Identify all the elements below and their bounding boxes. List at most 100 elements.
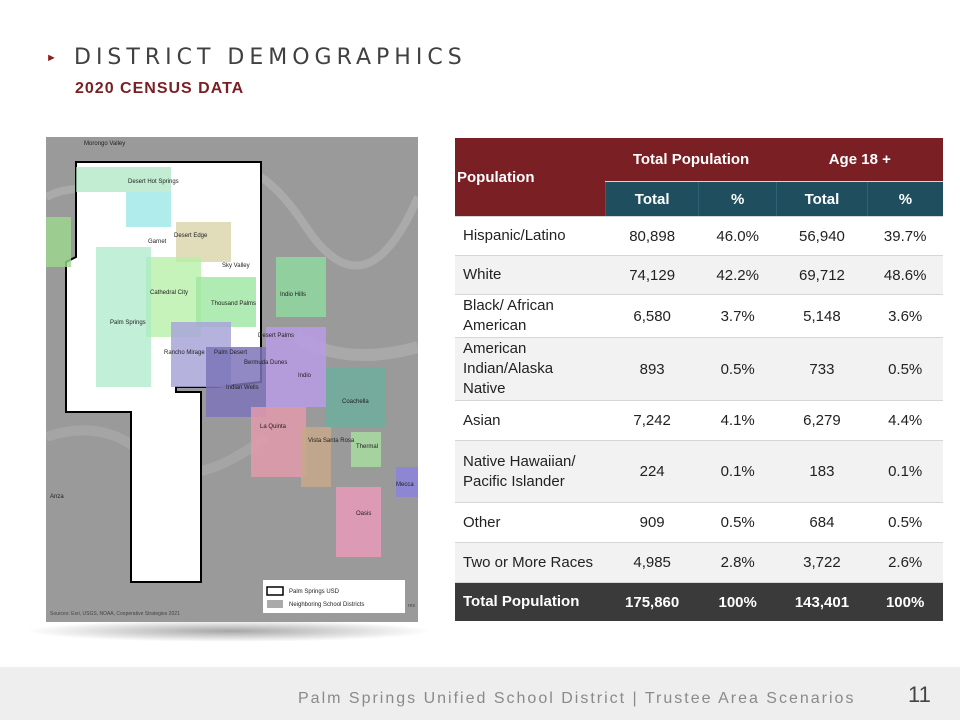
map-label-palm-desert: Palm Desert [214,350,247,356]
cell: 46.0% [698,216,777,256]
map-label-rancho-mirage: Rancho Mirage [164,350,205,356]
row-label: Black/ African American [455,294,606,338]
footer-bar [0,667,960,720]
district-map: Morongo Valley Desert Hot Springs Desert… [44,137,422,622]
cell: 733 [776,337,868,401]
table-row: Asian 7,242 4.1% 6,279 4.4% [455,400,943,441]
cell: 7,242 [605,400,699,441]
cell: 2.6% [867,542,943,583]
table-total-row: Total Population 175,860 100% 143,401 10… [455,582,943,621]
morongo-region [76,167,171,192]
cell: 39.7% [867,216,943,256]
map-label-palm-springs: Palm Springs [110,320,146,326]
table-row: Native Hawaiian/ Pacific Islander 224 0.… [455,440,943,503]
legend-swatch-psusd [266,586,284,596]
cell: 6,580 [605,294,699,338]
total-label: Total Population [455,582,606,621]
desert-hot-springs-region [126,192,171,227]
total-cell: 175,860 [605,582,699,621]
cell: 6,279 [776,400,868,441]
cell: 4.1% [698,400,777,441]
row-label: American Indian/Alaska Native [455,337,606,401]
map-svg: Morongo Valley Desert Hot Springs Desert… [44,137,422,622]
map-label-morongo: Morongo Valley [84,141,125,147]
cell: 0.1% [698,440,777,503]
map-label-la-quinta: La Quinta [260,424,287,430]
cell: 69,712 [776,255,868,295]
cell: 5,148 [776,294,868,338]
map-label-vista-santa-rosa: Vista Santa Rosa [308,438,355,444]
vista-santa-rosa-region [301,427,331,487]
map-attribution: Sources: Esri, USGS, NOAA, Cooperative S… [50,611,180,617]
map-label-thousand-palms: Thousand Palms [211,301,256,307]
map-label-coachella: Coachella [342,399,369,405]
cell: 3,722 [776,542,868,583]
oasis-region [336,487,381,557]
mecca-region [396,467,418,497]
west-region [46,217,71,267]
cell: 2.8% [698,542,777,583]
map-label-anza: Anza [50,494,64,500]
cell: 0.5% [867,502,943,543]
cell: 4.4% [867,400,943,441]
table-row: Black/ African American 6,580 3.7% 5,148… [455,294,943,338]
map-label-bermuda-dunes: Bermuda Dunes [244,360,287,366]
map-legend [263,580,405,613]
page-number: 11 [908,682,931,707]
cell: 56,940 [776,216,868,256]
subheader-percent: % [698,181,777,217]
table-row: Other 909 0.5% 684 0.5% [455,502,943,543]
table-row: Two or More Races 4,985 2.8% 3,722 2.6% [455,542,943,583]
map-label-oasis: Oasis [356,511,371,517]
page-title: DISTRICT DEMOGRAPHICS [74,45,467,70]
map-label-desert-edge: Desert Edge [174,233,208,239]
cell: 183 [776,440,868,503]
map-label-desert-palms: Desert Palms [258,333,294,339]
legend-label-psusd: Palm Springs USD [289,589,340,595]
header-age18: Age 18 + [776,138,943,182]
map-label-mecca: Mecca [396,482,414,488]
map-label-cathedral-city: Cathedral City [150,290,188,296]
subheader-percent: % [866,181,943,217]
subheader-total: Total [604,181,699,217]
legend-label-neighbor: Neighboring School Districts [289,602,364,608]
map-shadow [24,620,434,642]
table-row: American Indian/Alaska Native 893 0.5% 7… [455,337,943,401]
page-subtitle: 2020 CENSUS DATA [75,80,245,97]
cell: 42.2% [698,255,777,295]
cell: 0.5% [867,337,943,401]
cell: 48.6% [867,255,943,295]
total-cell: 143,401 [776,582,868,621]
table-row: Hispanic/Latino 80,898 46.0% 56,940 39.7… [455,216,943,256]
map-label-indio: Indio [298,373,312,379]
map-label-dhs: Desert Hot Springs [128,179,179,185]
row-label: Native Hawaiian/ Pacific Islander [455,440,606,503]
la-quinta-region [251,407,306,477]
map-label-thermal: Thermal [356,444,378,450]
indio-region [266,327,326,407]
demographics-table: Population Total Population Age 18 + Tot… [455,138,943,621]
total-cell: 100% [698,582,777,621]
header-population: Population [455,138,606,217]
indio-hills-region [276,257,326,317]
map-label-sky-valley: Sky Valley [222,263,250,269]
desert-edge-region [176,222,231,262]
cell: 684 [776,502,868,543]
coachella-region [326,367,386,427]
table-row: White 74,129 42.2% 69,712 48.6% [455,255,943,295]
total-cell: 100% [867,582,943,621]
cell: 0.5% [698,337,777,401]
map-cut-text: res [408,603,415,609]
row-label: Hispanic/Latino [455,216,606,256]
map-label-garnet: Garnet [148,239,167,245]
cell: 74,129 [605,255,699,295]
footer-text: Palm Springs Unified School District | T… [298,690,856,707]
legend-swatch-neighbor [267,600,283,608]
cell: 3.7% [698,294,777,338]
cell: 909 [605,502,699,543]
map-label-indian-wells: Indian Wells [226,385,259,391]
row-label: White [455,255,606,295]
header-total-population: Total Population [605,138,777,182]
palm-desert-region [206,347,266,417]
cell: 893 [605,337,699,401]
